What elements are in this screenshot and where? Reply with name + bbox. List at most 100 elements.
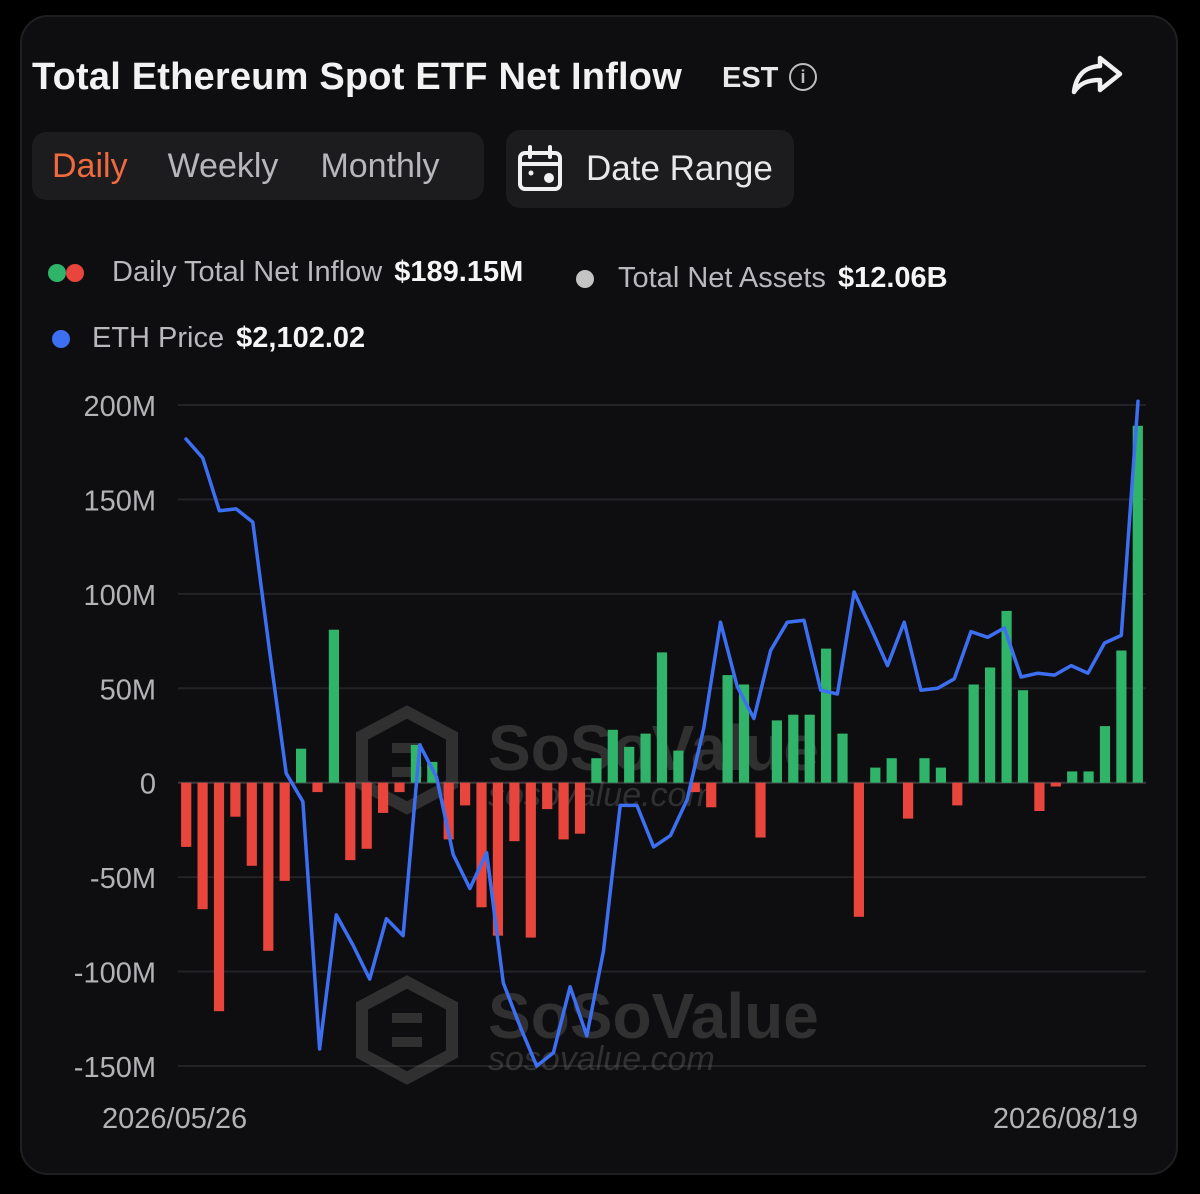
inflow-bar[interactable] [246,782,257,866]
inflow-bar[interactable] [378,782,389,813]
inflow-bar[interactable] [607,729,618,783]
inflow-bar[interactable] [886,758,897,783]
inflow-bar[interactable] [853,782,864,917]
x-tick-label-start: 2026/05/26 [102,1103,247,1135]
y-tick-label: 100M [83,580,156,612]
inflow-bar[interactable] [1116,650,1127,783]
inflow-bar[interactable] [525,782,536,938]
price-legend-label: ETH Price [92,322,225,354]
inflow-bar[interactable] [542,782,553,810]
legend-inflow: Daily Total Net Inflow $189.15M [48,256,523,289]
price-legend-value: $2,102.02 [236,322,366,354]
inflow-bar[interactable] [213,782,225,1012]
inflow-bar[interactable] [328,629,339,783]
legend-assets: Total Net Assets $12.06B [576,262,948,295]
watermark-brand: SoSoValue [488,712,819,784]
inflow-bar[interactable] [591,758,602,783]
inflow-bar[interactable] [1001,610,1012,783]
y-tick-label: 50M [100,674,156,706]
price-line-group [184,399,1140,1068]
inflow-bar[interactable] [821,648,832,783]
inflow-bar[interactable] [345,782,356,861]
inflow-bar[interactable] [1083,771,1094,783]
inflow-bar[interactable] [1017,690,1029,783]
y-tick-label: 150M [83,485,156,517]
assets-legend-value: $12.06B [837,262,948,294]
inflow-legend-value: $189.15M [394,256,524,288]
inflow-bar[interactable] [312,782,323,793]
inflow-bar[interactable] [460,782,471,806]
inflow-bar[interactable] [771,720,782,783]
inflow-bar[interactable] [394,782,405,793]
inflow-legend-label: Daily Total Net Inflow [112,256,383,288]
inflow-bar[interactable] [476,782,487,908]
inflow-bar[interactable] [230,782,241,817]
info-icon[interactable]: i [789,63,817,91]
inflow-bar[interactable] [1099,726,1111,783]
inflow-bar[interactable] [296,748,307,783]
inflow-bar[interactable] [722,675,733,783]
tab-daily[interactable]: Daily [52,146,128,185]
inflow-bar[interactable] [279,782,290,881]
period-tabs: Daily Weekly Monthly [32,132,484,200]
inflow-bar[interactable] [706,782,717,808]
date-range-button[interactable]: Date Range [506,130,794,208]
inflow-bar[interactable] [624,746,635,783]
inflow-bar[interactable] [1034,782,1045,811]
chart-title: Total Ethereum Spot ETF Net Inflow [32,56,682,98]
y-axis-ticks: 200M 150M 100M 50M 0 -50M -100M -150M [74,391,156,1084]
inflow-bar[interactable] [1132,425,1143,783]
chart-grid [178,404,1146,1067]
y-tick-label: -100M [74,958,156,990]
y-tick-label: -150M [74,1052,156,1084]
inflow-bar[interactable] [410,744,421,783]
y-tick-label: -50M [90,863,156,895]
inflow-bar[interactable] [361,782,372,849]
watermark-brand: SoSoValue [488,980,819,1052]
inflow-bar[interactable] [558,782,569,840]
date-range-label: Date Range [586,149,773,188]
inflow-bar[interactable] [985,667,996,783]
calendar-icon [518,145,562,191]
inflow-bar[interactable] [673,750,684,783]
inflow-bar[interactable] [870,767,881,783]
assets-legend-dot [576,269,594,288]
timezone-label: EST [722,62,779,94]
inflow-bar[interactable] [263,782,274,951]
watermark-logo-icon [356,975,458,1085]
watermark-url: sosovalue.com [488,1040,715,1078]
inflow-bar[interactable] [903,782,914,819]
tab-monthly[interactable]: Monthly [320,146,440,185]
y-tick-label: 0 [140,769,156,801]
inflow-bar[interactable] [804,714,815,783]
inflow-bar[interactable] [197,782,208,910]
share-icon[interactable] [1070,52,1124,98]
x-tick-label-end: 2026/08/19 [993,1103,1138,1135]
inflow-bar[interactable] [935,767,946,783]
inflow-bar[interactable] [492,782,503,936]
price-line [184,399,1140,1068]
inflow-bar[interactable] [689,782,700,793]
inflow-bar[interactable] [574,782,586,834]
inflow-bar[interactable] [1050,782,1061,787]
inflow-bar[interactable] [181,782,192,847]
inflow-bar[interactable] [640,733,651,783]
inflow-bar[interactable] [738,684,750,783]
inflow-bar[interactable] [443,782,454,840]
inflow-bar[interactable] [656,652,668,783]
inflow-bar[interactable] [968,684,979,783]
legend-price: ETH Price $2,102.02 [52,322,365,355]
inflow-bar[interactable] [919,758,930,783]
inflow-bar[interactable] [837,733,848,783]
x-axis-ticks: 2026/05/26 2026/08/19 [102,1103,1138,1135]
inflow-bar[interactable] [509,782,520,842]
inflow-bar[interactable] [952,782,963,806]
tab-weekly[interactable]: Weekly [167,146,279,185]
watermark: SoSoValue sosovalue.com SoSoValue sosova… [356,705,819,1085]
inflow-bar[interactable] [788,714,799,783]
inflow-legend-icon [48,262,88,284]
inflow-bars [181,425,1143,1012]
inflow-bar[interactable] [1067,771,1078,783]
inflow-bar[interactable] [755,782,766,838]
